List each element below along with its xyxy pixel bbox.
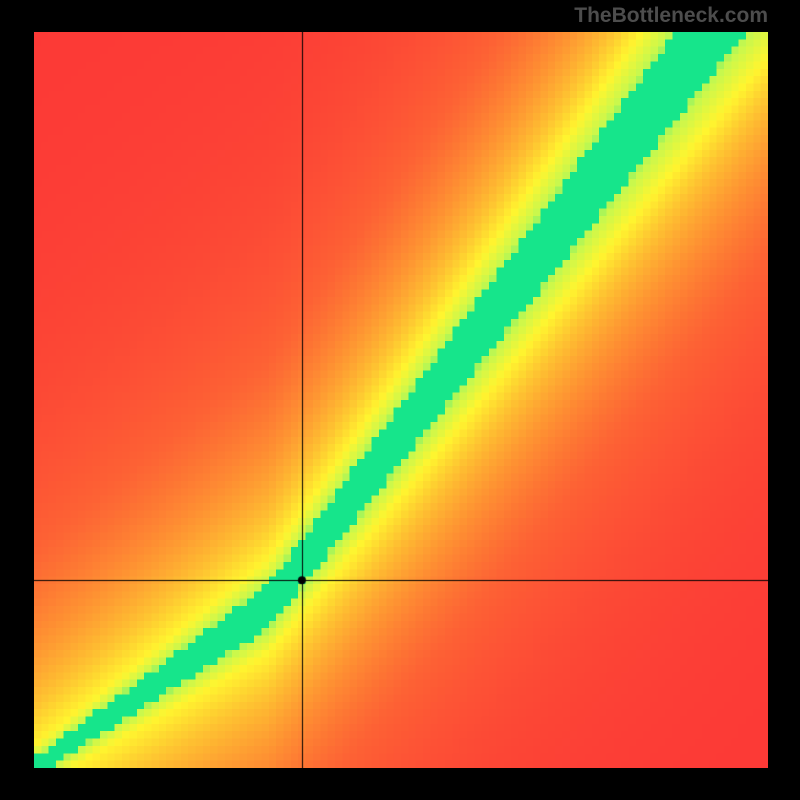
chart-container: TheBottleneck.com [0,0,800,800]
crosshair-overlay [34,32,768,768]
watermark-text: TheBottleneck.com [574,4,768,28]
